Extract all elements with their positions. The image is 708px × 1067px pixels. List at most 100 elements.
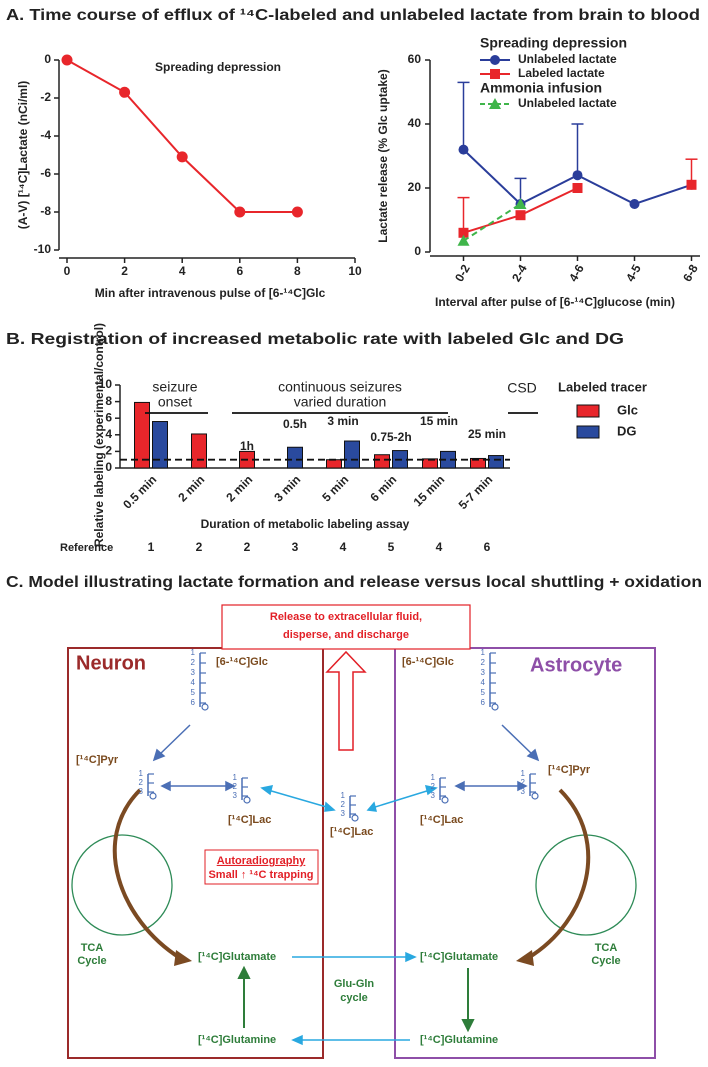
carbon-number: 2: [191, 658, 196, 667]
x-tick-label: 10: [348, 264, 362, 278]
label-dot: [149, 792, 157, 800]
y-tick-label: -6: [40, 166, 51, 180]
bar-note: 1h: [240, 439, 254, 453]
marker: [291, 206, 303, 218]
carbon-number: 3: [233, 791, 238, 800]
bar: [191, 433, 207, 469]
group-label: seizure: [152, 379, 197, 395]
legend-label: Unlabeled lactate: [518, 52, 617, 66]
x-axis-title: Interval after pulse of [6-¹⁴C]glucose (…: [435, 295, 675, 309]
arrow-head: [291, 1034, 303, 1046]
x-tick-label: 2-4: [509, 262, 530, 284]
y-tick-label: -2: [40, 90, 51, 104]
label-dot: [491, 703, 499, 711]
arrow-head: [225, 780, 236, 792]
glc-label: [6-¹⁴C]Glc: [402, 656, 454, 668]
bar-note: 15 min: [420, 414, 458, 428]
label-dot: [441, 796, 449, 804]
marker: [457, 234, 470, 246]
carbon-number: 2: [431, 782, 436, 791]
x-tick-label: 4-5: [623, 262, 644, 284]
bar-note: 0.5h: [283, 417, 307, 431]
glutamate-label: [¹⁴C]Glutamate: [198, 951, 276, 963]
arrow-head: [260, 785, 274, 796]
tca-label: Cycle: [77, 955, 106, 967]
y-tick-label: 8: [105, 394, 112, 408]
arrow-head: [160, 780, 171, 792]
marker: [629, 199, 640, 209]
release-text: Release to extracellular fluid,: [270, 611, 422, 623]
glu-gln-label: Glu-Gln: [334, 978, 375, 990]
marker: [458, 227, 469, 238]
lac-label: [¹⁴C]Lac: [420, 814, 463, 826]
y-axis-title: Relative labeling (experimental/control): [92, 323, 106, 547]
y-tick-label: 60: [408, 52, 422, 66]
y-tick-label: 40: [408, 116, 422, 130]
pyr-label: [¹⁴C]Pyr: [76, 754, 119, 766]
panel-title: B. Registration of increased metabolic r…: [6, 331, 624, 348]
carbon-number: 4: [481, 678, 486, 687]
arrow-head: [526, 748, 540, 762]
marker: [572, 170, 583, 181]
marker: [176, 151, 188, 163]
legend-label: DG: [617, 423, 637, 438]
carbon-number: 5: [481, 688, 486, 697]
y-tick-label: -10: [34, 242, 52, 256]
legend-swatch: [576, 425, 600, 439]
legend-group: Ammonia infusion: [480, 80, 602, 96]
bar-note: 25 min: [468, 427, 506, 441]
release-text: disperse, and discharge: [283, 629, 409, 641]
tca-label: Cycle: [591, 955, 620, 967]
arrow-head: [174, 950, 192, 966]
glu-gln-label: cycle: [340, 992, 368, 1004]
group-label: varied duration: [294, 394, 387, 410]
reference-number: 2: [244, 540, 251, 554]
marker: [490, 69, 500, 79]
arrow-head: [237, 965, 251, 979]
carbon-number: 2: [521, 778, 526, 787]
neuron-box: [67, 647, 324, 1059]
bar: [374, 454, 390, 469]
arrow-head: [517, 780, 528, 792]
panel-title: C. Model illustrating lactate formation …: [6, 574, 702, 591]
bar: [344, 440, 360, 469]
x-tick-label: 3 min: [271, 472, 303, 504]
reference-number: 4: [340, 540, 347, 554]
marker: [61, 54, 73, 66]
panel-title: A. Time course of efflux of ¹⁴C-labeled …: [6, 7, 700, 24]
tca-label: TCA: [595, 942, 618, 954]
tca-label: TCA: [81, 942, 104, 954]
arrow: [371, 789, 431, 809]
lac-label: [¹⁴C]Lac: [228, 814, 271, 826]
carbon-number: 5: [191, 688, 196, 697]
y-tick-label: 4: [105, 427, 112, 441]
group-label: CSD: [507, 380, 537, 396]
tca-arrow: [526, 788, 591, 960]
y-tick-label: 20: [408, 180, 422, 194]
glutamine-label: [¹⁴C]Glutamine: [420, 1034, 498, 1046]
y-axis-title: Lactate release (% Glc uptake): [376, 69, 390, 242]
x-tick-label: 0: [64, 264, 71, 278]
glc-label: [6-¹⁴C]Glc: [216, 656, 268, 668]
x-tick-label: 0-2: [452, 262, 473, 284]
carbon-number: 1: [341, 791, 346, 800]
line: [66, 59, 298, 213]
group-label: onset: [158, 394, 192, 410]
marker: [686, 179, 697, 190]
x-tick-label: 2: [121, 264, 128, 278]
carbon-number: 3: [521, 787, 526, 796]
arrow: [267, 789, 331, 809]
legend-label: Labeled lactate: [518, 66, 605, 80]
marker: [234, 206, 246, 218]
arrow-head: [152, 748, 166, 762]
legend-label: Unlabeled lactate: [518, 96, 617, 110]
bar: [470, 457, 486, 469]
label-dot: [531, 792, 539, 800]
marker: [119, 86, 131, 98]
arrow-head: [461, 1019, 475, 1033]
carbon-number: 3: [191, 668, 196, 677]
bar: [488, 455, 504, 469]
arrow-head: [424, 785, 438, 796]
carbon-number: 3: [431, 791, 436, 800]
